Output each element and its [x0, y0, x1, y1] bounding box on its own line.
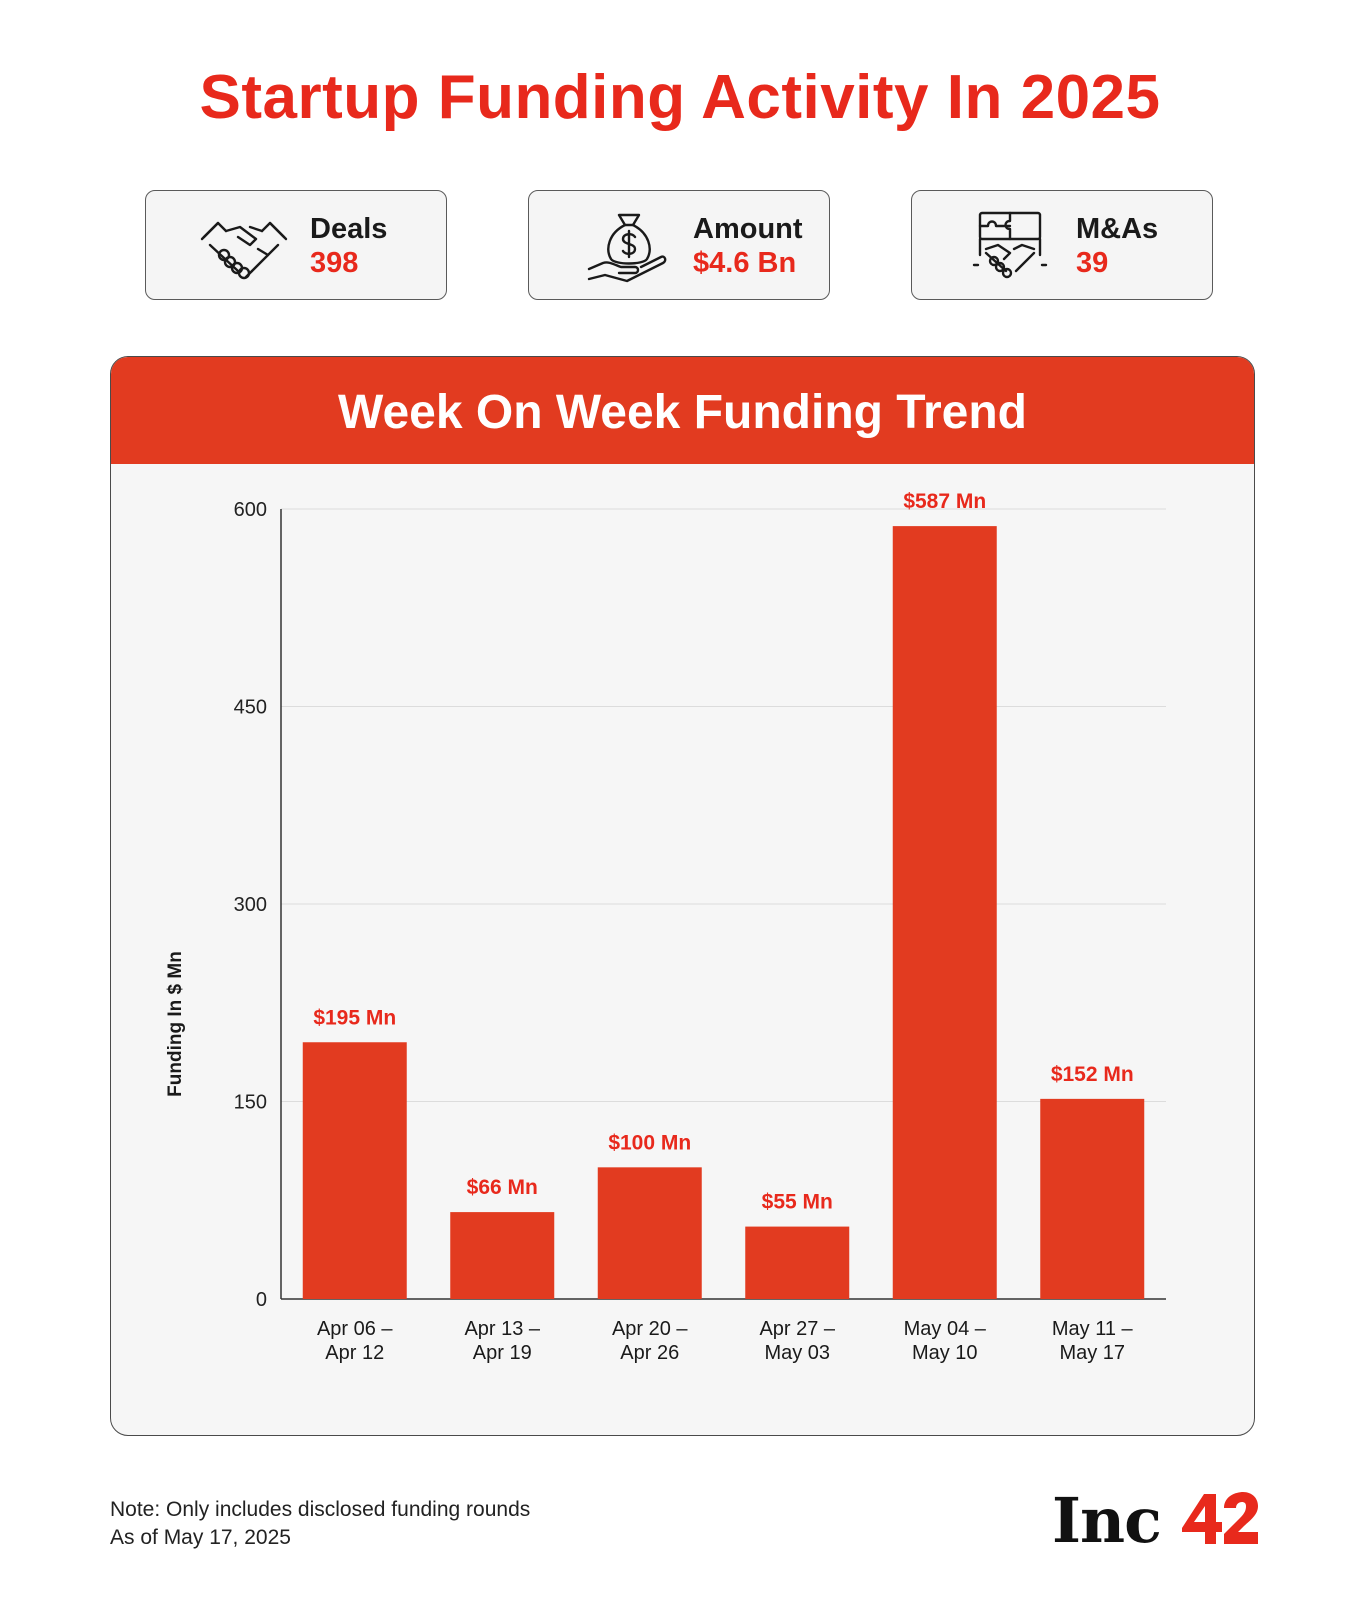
data-label: $55 Mn	[762, 1191, 833, 1214]
chart-panel: Week On Week Funding Trend 0 150 300 450 600…	[110, 356, 1255, 1436]
y-tick-label: 450	[234, 697, 267, 719]
x-tick-label: May 11 –	[1052, 1318, 1134, 1340]
bar-chart: 0 150 300 450 600 Funding In $ Mn $195 Mn Apr 0…	[165, 490, 1166, 1364]
money-bag-hand-icon	[587, 213, 667, 283]
x-tick-label: Apr 12	[325, 1342, 384, 1364]
x-tick-label: May 10	[912, 1342, 978, 1364]
stat-value: 398	[310, 247, 359, 279]
data-label: $195 Mn	[313, 1006, 396, 1029]
y-tick-label: 150	[234, 1092, 267, 1114]
x-tick-label: May 03	[764, 1342, 830, 1364]
y-tick-label: 300	[234, 894, 267, 916]
stat-value: 39	[1076, 247, 1109, 279]
x-tick-label: Apr 19	[473, 1342, 532, 1364]
page-title: Startup Funding Activity In 2025	[199, 63, 1161, 132]
x-tick-label: Apr 27 –	[759, 1318, 835, 1340]
bar-3	[745, 1226, 850, 1299]
x-tick-label: Apr 13 –	[464, 1318, 540, 1340]
data-label: $66 Mn	[467, 1176, 538, 1199]
puzzle-handshake-icon	[972, 211, 1048, 279]
data-label: $152 Mn	[1051, 1063, 1134, 1086]
x-tick-label: May 04 –	[904, 1318, 987, 1340]
y-axis-title: Funding In $ Mn	[165, 951, 186, 1097]
y-tick-label: 0	[256, 1289, 267, 1311]
x-tick-label: Apr 26	[620, 1342, 679, 1364]
y-tick-label: 600	[234, 499, 267, 521]
brand-logo: Inc	[1052, 1484, 1258, 1557]
chart-title: Week On Week Funding Trend	[338, 386, 1027, 439]
bar-0	[302, 1042, 407, 1299]
bar-2	[597, 1167, 702, 1299]
stat-label: Amount	[693, 213, 803, 245]
logo-number-mark	[1182, 1492, 1258, 1544]
bar-4	[892, 526, 997, 1299]
data-label: $100 Mn	[608, 1131, 691, 1154]
x-tick-label: Apr 06 –	[317, 1318, 393, 1340]
bar-1	[450, 1212, 555, 1299]
x-tick-label: Apr 20 –	[612, 1318, 688, 1340]
stat-label: Deals	[310, 213, 388, 245]
handshake-icon	[200, 221, 288, 280]
logo-wordmark: Inc	[1052, 1484, 1162, 1557]
stat-label: M&As	[1076, 213, 1159, 245]
stat-card-amount: Amount $4.6 Bn	[528, 190, 830, 300]
as-of-date: As of May 17, 2025	[110, 1526, 291, 1549]
bar-5	[1040, 1098, 1145, 1299]
footnote-text: Note: Only includes disclosed funding ro…	[110, 1498, 531, 1521]
data-label: $587 Mn	[903, 490, 986, 513]
stat-value: $4.6 Bn	[693, 247, 797, 279]
stat-card-mergers: M&As 39	[911, 190, 1213, 300]
stat-card-deals: Deals 398	[145, 190, 447, 300]
x-tick-label: May 17	[1059, 1342, 1125, 1364]
chart-header: Week On Week Funding Trend	[111, 357, 1254, 464]
